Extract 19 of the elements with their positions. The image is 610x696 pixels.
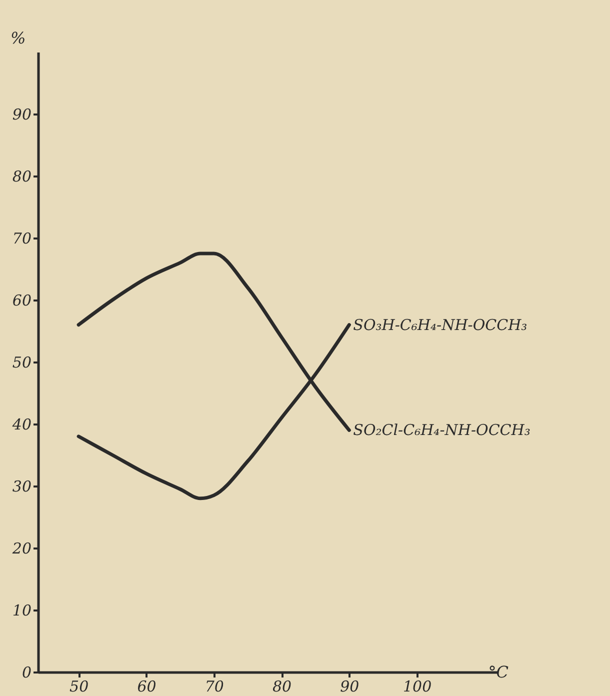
y-tick-label: 20	[11, 540, 32, 558]
y-axis-title: %	[10, 28, 26, 48]
y-tick-label: 90	[12, 106, 32, 124]
y-tick-label: 40	[11, 416, 32, 434]
x-tick-label: 90	[340, 678, 360, 696]
x-tick-label: 100	[403, 678, 432, 696]
series-label: SO₂Cl-C₆H₄-NH-OCCH₃	[353, 421, 530, 440]
y-tick-label: 0	[22, 664, 32, 682]
y-tick-label: 10	[12, 602, 32, 620]
y-tick-label: 50	[12, 354, 32, 372]
y-tick-label: 60	[12, 292, 32, 310]
x-tick-label: 80	[272, 678, 292, 696]
y-tick-label: 70	[12, 230, 32, 248]
x-tick-label: 70	[204, 678, 224, 696]
x-tick-label: 50	[70, 678, 90, 696]
series-label: SO₃H-C₆H₄-NH-OCCH₃	[353, 316, 528, 334]
y-tick-label: 30	[12, 478, 32, 496]
x-tick-label: 60	[137, 678, 157, 696]
y-tick-label: 80	[12, 168, 32, 186]
